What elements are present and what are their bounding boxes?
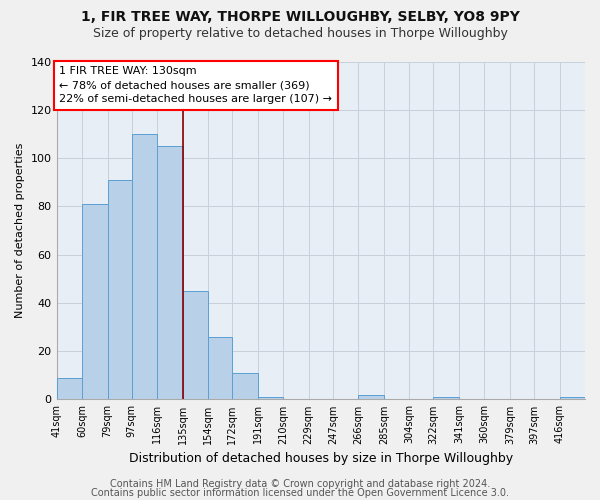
X-axis label: Distribution of detached houses by size in Thorpe Willoughby: Distribution of detached houses by size … — [129, 452, 513, 465]
Bar — [258, 397, 283, 400]
Bar — [433, 397, 459, 400]
Bar — [208, 336, 232, 400]
Bar — [131, 134, 157, 400]
Text: Size of property relative to detached houses in Thorpe Willoughby: Size of property relative to detached ho… — [92, 28, 508, 40]
Bar — [107, 180, 131, 400]
Text: Contains HM Land Registry data © Crown copyright and database right 2024.: Contains HM Land Registry data © Crown c… — [110, 479, 490, 489]
Bar — [358, 394, 384, 400]
Text: Contains public sector information licensed under the Open Government Licence 3.: Contains public sector information licen… — [91, 488, 509, 498]
Y-axis label: Number of detached properties: Number of detached properties — [15, 143, 25, 318]
Text: 1 FIR TREE WAY: 130sqm
← 78% of detached houses are smaller (369)
22% of semi-de: 1 FIR TREE WAY: 130sqm ← 78% of detached… — [59, 66, 332, 104]
Bar — [232, 373, 258, 400]
Bar — [56, 378, 82, 400]
Bar — [182, 291, 208, 400]
Bar — [560, 397, 585, 400]
Text: 1, FIR TREE WAY, THORPE WILLOUGHBY, SELBY, YO8 9PY: 1, FIR TREE WAY, THORPE WILLOUGHBY, SELB… — [80, 10, 520, 24]
Bar — [157, 146, 182, 400]
Bar — [82, 204, 107, 400]
